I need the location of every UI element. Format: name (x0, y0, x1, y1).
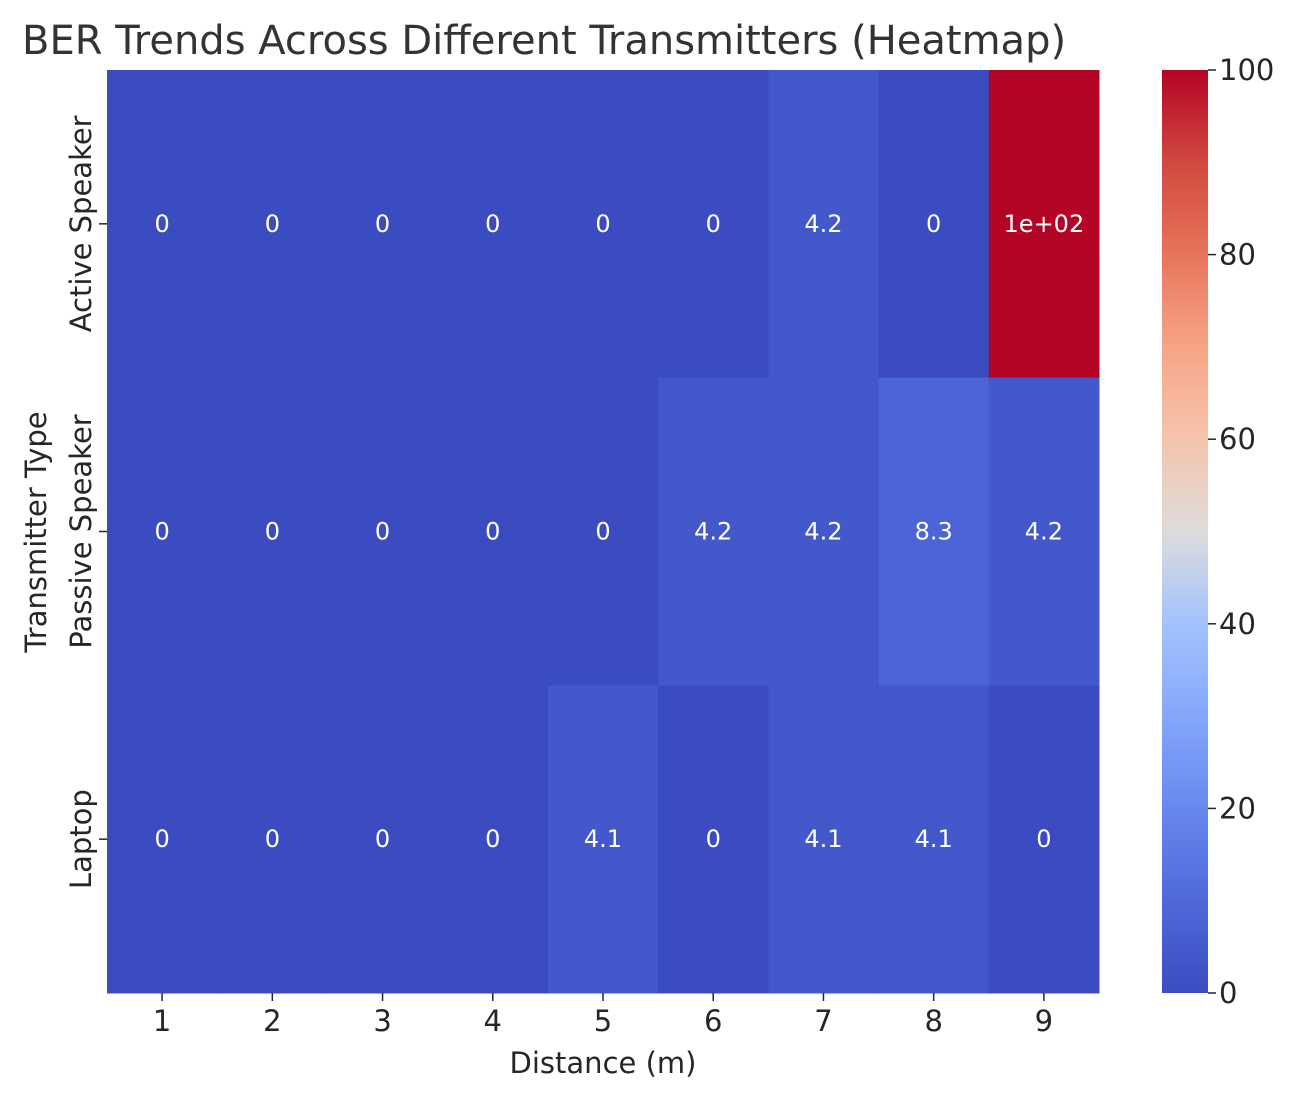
colorbar-tick-label: 80 (1219, 238, 1256, 272)
cell-value-label: 4.1 (584, 825, 622, 853)
heatmap-cell (437, 70, 549, 379)
x-tick-label: 6 (704, 1004, 722, 1038)
heatmap-cell (658, 685, 769, 994)
cell-value-label: 4.1 (804, 825, 842, 853)
colorbar-tick-label: 100 (1219, 53, 1274, 87)
cell-value-label: 0 (595, 210, 610, 238)
cell-value-label: 0 (265, 825, 280, 853)
cell-value-label: 0 (154, 210, 169, 238)
x-axis-label: Distance (m) (510, 1046, 697, 1080)
colorbar (1162, 70, 1208, 993)
heatmap-cell (878, 685, 990, 994)
cell-value-label: 0 (926, 210, 941, 238)
heatmap-cell (547, 70, 659, 379)
cell-value-label: 0 (1036, 825, 1051, 853)
heatmap-cell (658, 70, 769, 379)
cell-value-label: 0 (265, 518, 280, 546)
heatmap-cell (988, 685, 1100, 994)
cell-value-label: 1e+02 (1004, 210, 1085, 238)
cell-value-label: 4.2 (804, 210, 842, 238)
y-axis: Active Speaker Passive Speaker Laptop (64, 115, 107, 889)
heatmap-cell (327, 377, 439, 686)
x-tick-label: 1 (153, 1004, 171, 1038)
x-tick-label: 7 (814, 1004, 832, 1038)
heatmap-cell (768, 70, 880, 379)
cell-value-label: 0 (706, 210, 721, 238)
heatmap-cell (768, 685, 880, 994)
x-tick-label: 2 (263, 1004, 281, 1038)
heatmap-cell (547, 685, 659, 994)
heatmap-cell (217, 377, 328, 686)
heatmap-cell (327, 70, 439, 379)
cell-value-label: 4.1 (915, 825, 953, 853)
heatmap-cell (217, 685, 328, 994)
cell-value-label: 0 (706, 825, 721, 853)
x-tick-label: 9 (1035, 1004, 1053, 1038)
x-tick-label: 3 (373, 1004, 391, 1038)
y-tick-label: Active Speaker (64, 115, 98, 332)
x-tick-label: 4 (484, 1004, 502, 1038)
cell-value-label: 8.3 (915, 518, 953, 546)
cell-value-label: 0 (485, 825, 500, 853)
cell-value-label: 4.2 (1025, 518, 1063, 546)
heatmap-cell (547, 377, 659, 686)
cell-value-label: 0 (485, 210, 500, 238)
heatmap-cell (658, 377, 769, 686)
cell-value-label: 0 (154, 825, 169, 853)
cell-value-label: 0 (154, 518, 169, 546)
cell-value-label: 0 (485, 518, 500, 546)
cell-value-label: 4.2 (694, 518, 732, 546)
cell-value-label: 0 (375, 518, 390, 546)
heatmap-cell (217, 70, 328, 379)
cell-value-label: 4.2 (804, 518, 842, 546)
cell-value-label: 0 (375, 825, 390, 853)
heatmap-cell (988, 377, 1100, 686)
colorbar-tick-label: 0 (1219, 976, 1237, 1010)
heatmap-cell (878, 70, 990, 379)
y-axis-label: Transmitter Type (19, 411, 53, 653)
x-tick-label: 5 (594, 1004, 612, 1038)
heatmap-cell (107, 70, 218, 379)
x-tick-label: 8 (924, 1004, 942, 1038)
heatmap-cell (107, 377, 218, 686)
chart-title: BER Trends Across Different Transmitters… (22, 18, 1066, 64)
colorbar-tick-label: 60 (1219, 422, 1256, 456)
heatmap-cell (878, 377, 990, 686)
heatmap-cell-labels: 0 0 0 0 0 0 4.2 0 1e+02 0 0 0 0 0 4.2 4.2 8.3 4.2 0 0 0 0 4.1 0… (154, 210, 1084, 853)
colorbar-tick-label: 20 (1219, 791, 1256, 825)
heatmap-cell (988, 70, 1100, 379)
heatmap-cell (437, 685, 549, 994)
heatmap-cell (327, 685, 439, 994)
cell-value-label: 0 (595, 518, 610, 546)
colorbar-tick-label: 40 (1219, 607, 1256, 641)
heatmap-cells (107, 70, 1100, 994)
heatmap-cell (437, 377, 549, 686)
y-tick-label: Passive Speaker (64, 414, 98, 648)
x-axis: 1 2 3 4 5 6 7 8 9 (153, 993, 1053, 1038)
cell-value-label: 0 (375, 210, 390, 238)
colorbar-ticks: 0 20 40 60 80 100 (1208, 53, 1274, 1010)
y-tick-label: Laptop (64, 789, 98, 889)
cell-value-label: 0 (265, 210, 280, 238)
heatmap-cell (768, 377, 880, 686)
heatmap-cell (107, 685, 218, 994)
